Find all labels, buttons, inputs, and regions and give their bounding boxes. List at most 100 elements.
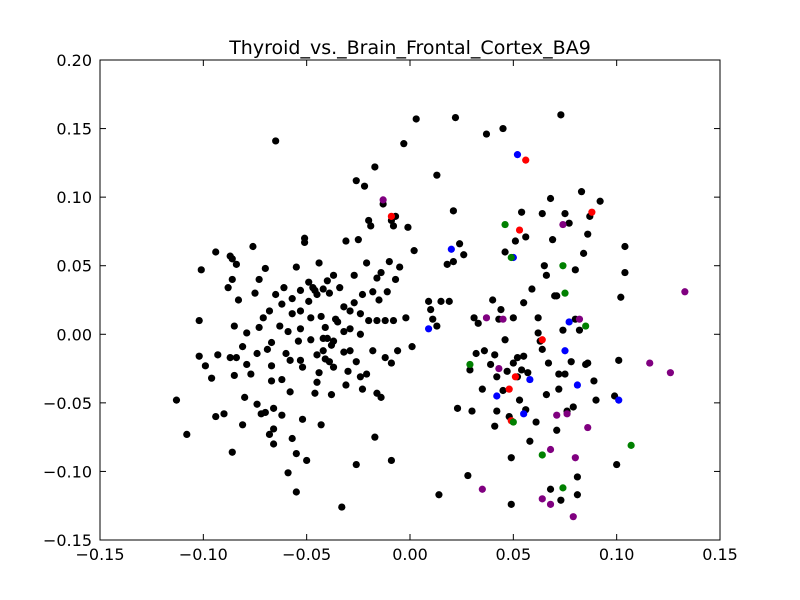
data-point-black: [288, 434, 296, 443]
data-point-black: [296, 307, 305, 315]
data-point-green: [559, 262, 567, 270]
data-point-black: [317, 421, 325, 429]
data-point-purple: [559, 220, 567, 229]
data-point-purple: [681, 288, 689, 296]
data-point-black: [518, 208, 526, 216]
data-point-blue: [526, 375, 534, 384]
data-point-black: [232, 260, 240, 268]
data-point-blue: [425, 325, 433, 333]
data-point-black: [464, 471, 472, 480]
data-point-black: [489, 296, 497, 304]
data-point-black: [319, 347, 327, 355]
data-point-black: [453, 404, 462, 412]
data-point-black: [474, 319, 482, 327]
data-point-black: [346, 325, 354, 333]
data-point-black: [520, 352, 528, 360]
data-point-black: [400, 140, 408, 148]
data-point-green: [627, 441, 635, 449]
data-point-black: [617, 293, 625, 301]
data-point-green: [559, 484, 567, 492]
data-point-black: [526, 437, 534, 445]
data-point-black: [460, 251, 468, 259]
data-point-black: [377, 393, 385, 401]
data-point-black: [499, 386, 507, 395]
data-point-black: [470, 314, 478, 322]
data-point-black: [195, 316, 203, 325]
data-point-black: [243, 329, 251, 337]
data-point-black: [296, 356, 305, 364]
data-point-black: [538, 345, 546, 353]
y-tick-label: 0.10: [56, 188, 92, 207]
data-point-black: [197, 266, 205, 274]
data-point-black: [515, 396, 524, 404]
data-point-black: [542, 271, 551, 279]
data-point-black: [402, 314, 410, 322]
data-point-black: [534, 314, 542, 322]
data-point-black: [412, 115, 420, 123]
data-point-black: [329, 271, 338, 279]
data-point-black: [410, 247, 418, 255]
data-point-black: [584, 230, 592, 238]
data-point-black: [511, 237, 519, 245]
data-point-black: [559, 326, 567, 334]
data-point-black: [267, 377, 276, 385]
ticks-layer: −0.15 −0.10 −0.05 0.00 0.05 0.10 0.15 −0.15 −0.1…: [43, 51, 738, 564]
data-point-black: [553, 292, 561, 300]
data-point-black: [478, 385, 486, 393]
x-tick-label: −0.15: [75, 545, 124, 564]
data-point-black: [226, 354, 234, 362]
x-tick-label: 0.05: [496, 545, 532, 564]
data-point-black: [538, 210, 546, 218]
data-point-black: [292, 263, 300, 271]
data-point-black: [394, 347, 402, 355]
data-point-black: [363, 370, 371, 378]
data-point-black: [334, 318, 342, 326]
data-point-black: [208, 374, 216, 382]
y-tick-label: −0.10: [43, 462, 92, 481]
data-point-black: [404, 223, 412, 231]
data-point-purple: [584, 423, 592, 432]
data-point-black: [340, 348, 348, 356]
data-point-black: [557, 111, 565, 119]
chart-title: Thyroid_vs._Brain_Frontal_Cortex_BA9: [228, 37, 591, 59]
y-tick-label: −0.05: [43, 394, 92, 413]
data-point-black: [342, 381, 350, 389]
data-point-black: [267, 362, 276, 370]
data-point-black: [549, 236, 557, 244]
data-point-black: [371, 433, 379, 441]
data-point-black: [263, 345, 271, 353]
data-point-green: [501, 220, 509, 229]
data-point-black: [249, 242, 257, 251]
data-point-black: [354, 236, 362, 244]
data-point-black: [493, 407, 501, 415]
data-point-black: [546, 485, 555, 493]
data-point-black: [499, 124, 507, 133]
data-point-black: [509, 359, 517, 367]
data-point-blue: [493, 392, 501, 400]
data-point-black: [577, 188, 586, 196]
data-point-black: [329, 337, 338, 345]
data-point-black: [575, 326, 584, 334]
data-point-black: [267, 338, 276, 347]
data-point-black: [172, 396, 181, 404]
data-point-black: [443, 260, 451, 268]
data-point-purple: [666, 369, 675, 377]
data-point-purple: [646, 359, 654, 367]
data-point-black: [212, 412, 220, 421]
data-point-black: [569, 403, 577, 411]
data-point-black: [315, 259, 323, 267]
data-point-black: [507, 500, 515, 508]
data-point-black: [590, 377, 598, 385]
data-point-black: [449, 258, 457, 266]
data-point-black: [451, 114, 460, 122]
data-point-black: [429, 315, 437, 323]
data-point-black: [344, 367, 352, 375]
data-point-purple: [482, 314, 491, 322]
data-point-black: [313, 290, 321, 299]
data-point-black: [621, 268, 629, 277]
data-point-blue: [520, 410, 528, 418]
data-point-black: [561, 210, 569, 218]
data-point-black: [427, 306, 435, 314]
data-point-black: [375, 296, 383, 304]
data-point-black: [296, 286, 305, 294]
